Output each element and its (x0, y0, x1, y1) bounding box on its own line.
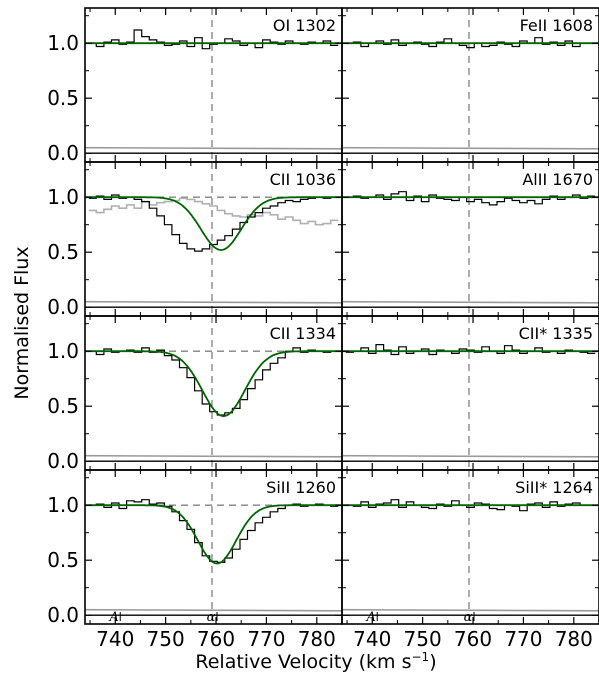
panel-plot-area (342, 316, 599, 470)
panel-label: AlII 1670 (522, 170, 593, 189)
y-tick-label: 0.0 (47, 141, 79, 165)
x-tick-label: 780 (298, 627, 336, 651)
error-spectrum (85, 300, 342, 304)
y-tick-label: 1.0 (47, 31, 79, 55)
panel-label: SiII* 1264 (515, 478, 593, 497)
x-tick-label: 760 (197, 627, 235, 651)
model-fit (85, 350, 342, 418)
error-spectrum (342, 300, 599, 304)
x-tick-label: 750 (147, 627, 185, 651)
panel-label: CII 1334 (270, 324, 336, 343)
component-label: α (464, 610, 473, 625)
panel-2: 0.0 0.5 1.0 CII 1036 (47, 161, 343, 319)
y-tick-label: 1.0 (47, 185, 79, 209)
panel-4: 0.0 0.5 1.0 CII 1334 (47, 315, 343, 473)
x-tick-label: 740 (96, 627, 134, 651)
x-axis-title: Relative Velocity (km s−1) (195, 650, 436, 673)
y-tick-label: 0.5 (47, 240, 79, 264)
x-axis-title-sup: −1 (411, 650, 429, 664)
panel-frame (341, 469, 599, 625)
x-axis-title-main: Relative Velocity (km s (195, 651, 411, 673)
error-spectrum (85, 146, 342, 150)
panel-plot-area (85, 316, 342, 470)
model-fit (85, 504, 342, 565)
panel-1: FeII 1608 (341, 7, 599, 163)
x-tick-label: 770 (247, 627, 285, 651)
error-spectrum (85, 608, 342, 612)
error-spectrum (342, 454, 599, 458)
error-spectrum (342, 608, 599, 612)
panel-0: 0.0 0.5 1.0 OI 1302 (47, 7, 343, 165)
panel-plot-area (342, 8, 599, 162)
error-spectrum (342, 146, 599, 150)
panel-label: OI 1302 (273, 16, 336, 35)
x-tick-label: 760 (454, 627, 492, 651)
y-tick-label: 0.0 (47, 449, 79, 473)
panel-plot-area (85, 470, 342, 624)
component-label: α (207, 610, 216, 625)
model-fit (85, 196, 342, 251)
panel-label: CII 1036 (270, 170, 336, 189)
x-tick-label: 770 (504, 627, 542, 651)
axis-text-layer: Normalised Flux Relative Velocity (km s−… (11, 246, 437, 673)
flux-spectrum (88, 347, 339, 416)
y-tick-label: 0.5 (47, 394, 79, 418)
panel-label: FeII 1608 (520, 16, 593, 35)
panel-label: SiII 1260 (266, 478, 336, 497)
y-tick-label: 1.0 (47, 339, 79, 363)
flux-spectrum (88, 499, 339, 563)
error-spectrum (85, 454, 342, 458)
flux-spectrum (345, 191, 596, 206)
x-tick-label: 740 (353, 627, 391, 651)
blended-spectrum (88, 197, 339, 226)
panel-plot-area (85, 162, 342, 316)
panel-plot-area (342, 162, 599, 316)
flux-spectrum (345, 344, 596, 356)
component-label: A (366, 610, 376, 625)
y-tick-label: 0.0 (47, 295, 79, 319)
y-tick-label: 0.5 (47, 86, 79, 110)
panel-3: AlII 1670 (341, 161, 599, 317)
y-tick-label: 0.0 (47, 603, 79, 627)
panel-plot-area (85, 8, 342, 162)
y-axis-title: Normalised Flux (11, 246, 33, 399)
panel-label: CII* 1335 (519, 324, 593, 343)
x-tick-label: 750 (404, 627, 442, 651)
panel-plot-area (342, 470, 599, 624)
component-label: A (109, 610, 119, 625)
panel-5: CII* 1335 (341, 315, 599, 471)
y-tick-label: 0.5 (47, 548, 79, 572)
panel-grid: 0.0 0.5 1.0 OI 1302 FeII 1608 0.0 0.5 1.0 CII 10… (47, 7, 599, 651)
x-tick-label: 780 (555, 627, 593, 651)
y-tick-label: 1.0 (47, 493, 79, 517)
x-axis-title-close: ) (429, 651, 436, 673)
